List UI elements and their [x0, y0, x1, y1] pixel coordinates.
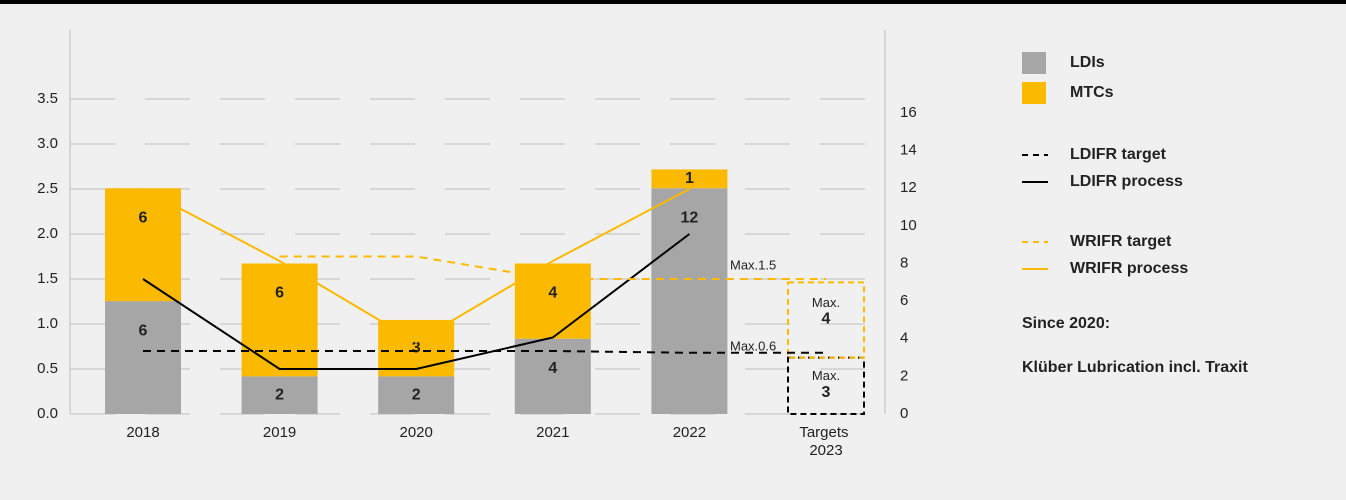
data-label: 6 [139, 322, 148, 339]
target-bar [787, 281, 865, 359]
x-tick-label: 2020 [400, 424, 433, 441]
y-tick-label: 0.0 [37, 405, 58, 422]
bar [105, 188, 181, 302]
data-label: 6 [275, 285, 284, 302]
bar [378, 376, 455, 414]
y2-tick-label: 0 [900, 405, 908, 422]
legend-label: MTCs [1070, 84, 1114, 101]
bar [241, 376, 318, 414]
bar [378, 319, 455, 377]
x-tick-label: Targets 2023 [799, 424, 852, 459]
legend-label: LDIFR process [1070, 173, 1183, 190]
y2-tick-label: 16 [900, 104, 917, 121]
line [279, 255, 826, 280]
line [142, 233, 691, 370]
y-tick-label: 3.5 [37, 90, 58, 107]
line [142, 188, 690, 344]
data-label: 2 [275, 386, 284, 403]
y-tick-label: 2.5 [37, 180, 58, 197]
annotation: Max.0.6 [730, 338, 776, 353]
target-prefix: Max. [812, 368, 840, 383]
target-prefix: Max. [812, 295, 840, 310]
x-tick-line: Targets [799, 424, 852, 441]
x-tick-label: 2018 [126, 424, 159, 441]
data-label: 1 [685, 170, 694, 187]
data-label: 3 [412, 339, 421, 356]
note: Since 2020: [1022, 315, 1110, 332]
legend-label: LDIFR target [1070, 146, 1167, 163]
annotation: Max.1.5 [730, 257, 776, 272]
y2-tick-label: 6 [900, 292, 908, 309]
legend-swatch [1022, 82, 1046, 104]
y-tick-label: 1.0 [37, 315, 58, 332]
x-tick-label: 2022 [673, 424, 706, 441]
x-tick-label: 2019 [263, 424, 296, 441]
y-tick-label: 2.0 [37, 225, 58, 242]
data-label: 2 [412, 386, 421, 403]
x-tick-line: 2023 [809, 442, 842, 459]
y2-tick-label: 12 [900, 179, 917, 196]
data-label: 4 [548, 285, 557, 302]
bar [105, 301, 181, 414]
target-bar [787, 356, 865, 415]
y2-tick-label: 8 [900, 254, 908, 271]
y2-tick-label: 14 [900, 142, 917, 159]
top-rule [0, 0, 1346, 4]
data-label: 4 [822, 311, 831, 328]
data-label: 6 [139, 209, 148, 226]
y-tick-label: 1.5 [37, 270, 58, 287]
data-label: 4 [548, 360, 557, 377]
legend-label: LDIs [1070, 54, 1105, 71]
data-label: 3 [822, 384, 831, 401]
y2-tick-label: 10 [900, 217, 917, 234]
data-label: 12 [681, 209, 699, 226]
x-tick-label: 2021 [536, 424, 569, 441]
legend-label: WRIFR target [1070, 233, 1172, 250]
y2-tick-label: 2 [900, 367, 908, 384]
y-tick-label: 3.0 [37, 135, 58, 152]
legend-label: WRIFR process [1070, 260, 1188, 277]
line [143, 350, 826, 354]
y-tick-label: 0.5 [37, 360, 58, 377]
legend-swatch [1022, 52, 1046, 74]
y2-tick-label: 4 [900, 330, 908, 347]
bar [651, 188, 728, 414]
bar [651, 169, 728, 189]
note: Klüber Lubrication incl. Traxit [1022, 359, 1248, 376]
bar [241, 263, 318, 377]
